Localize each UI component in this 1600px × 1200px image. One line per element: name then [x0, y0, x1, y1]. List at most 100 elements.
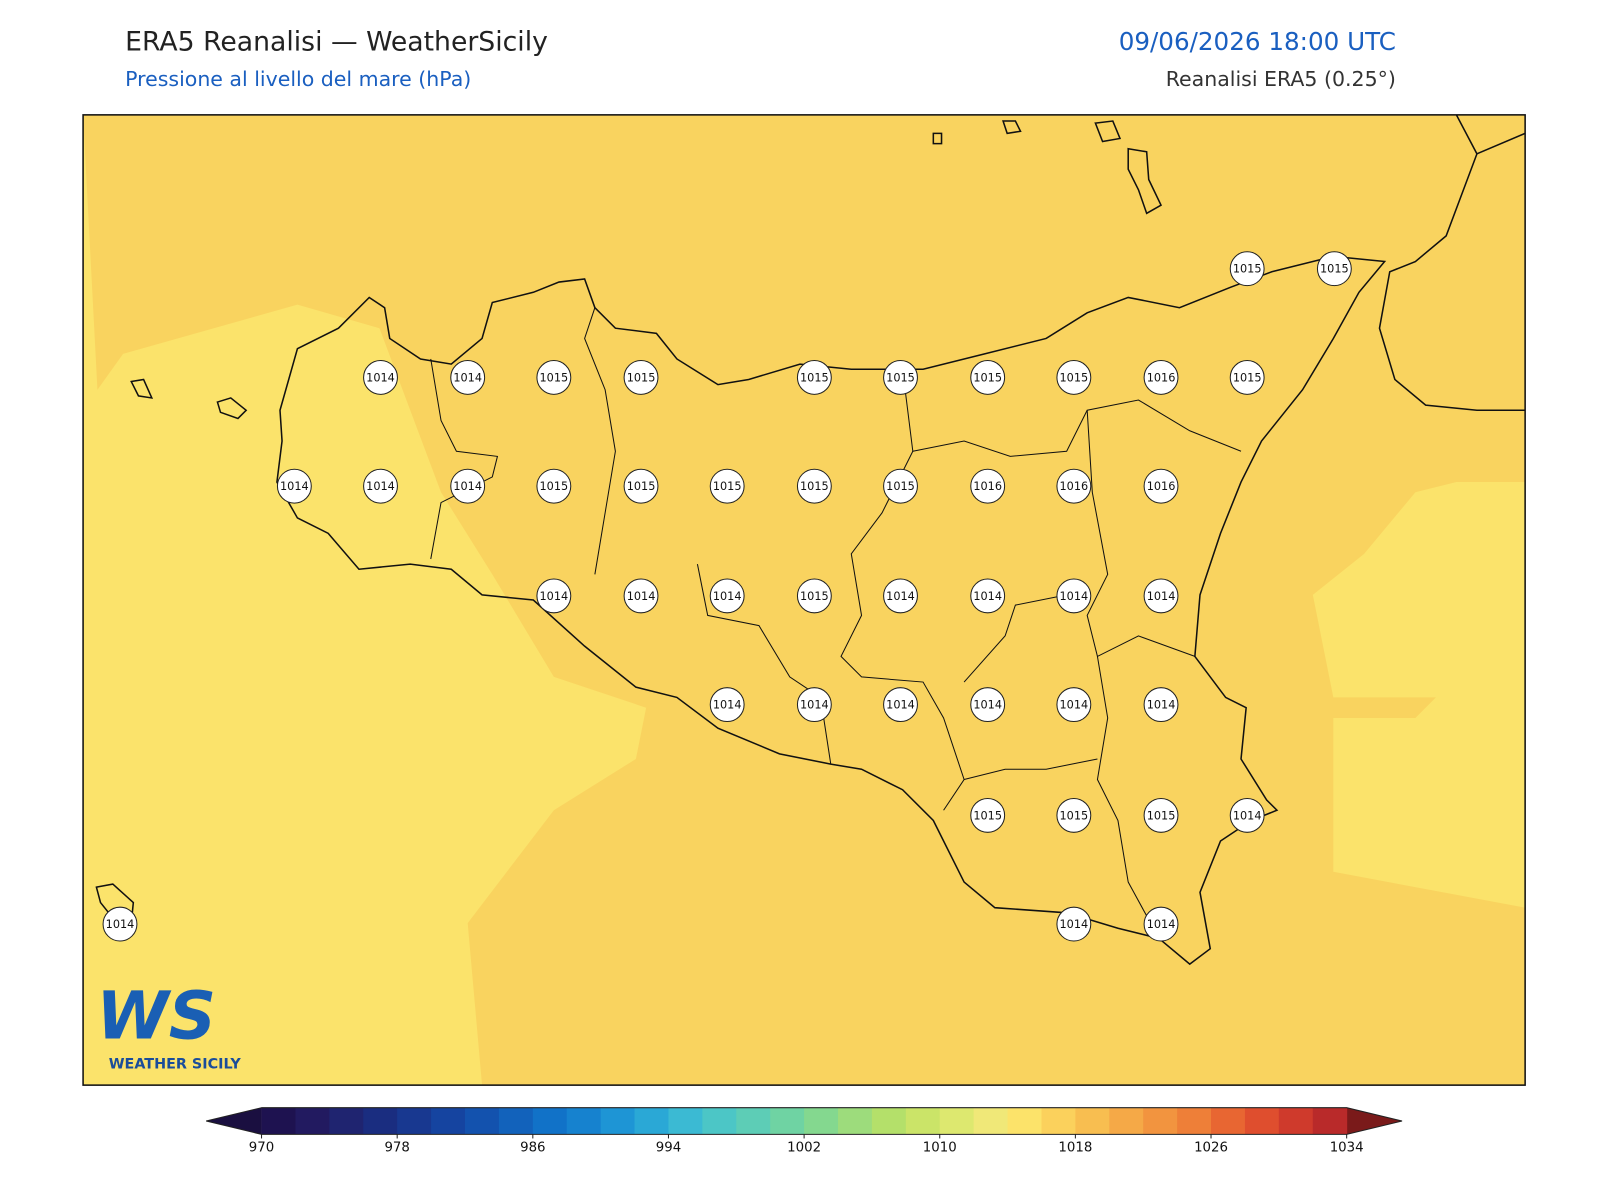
map-frame	[82, 114, 1526, 1086]
colorbar-segment	[465, 1107, 500, 1135]
colorbar-segment	[1278, 1107, 1314, 1135]
colorbar-segment	[295, 1107, 330, 1135]
pressure-band	[1312, 482, 1526, 908]
stations: 1015 1015 1014 1014 1015 1015 1015 1015 1015 1015…	[102, 251, 1352, 942]
station-label: 1016	[1060, 480, 1089, 493]
station-label: 1015	[1233, 263, 1262, 276]
station-marker	[970, 578, 1006, 614]
station-label: 1015	[1060, 371, 1089, 384]
logo-caption: WEATHER SICILY	[109, 1057, 242, 1073]
station-marker	[1056, 906, 1092, 942]
colorbar-tick-label: 994	[656, 1141, 681, 1156]
station-label: 1016	[1147, 371, 1176, 384]
station-label: 1015	[713, 480, 742, 493]
station-label: 1014	[366, 371, 395, 384]
station-marker	[1056, 687, 1092, 723]
station-label: 1014	[973, 590, 1002, 603]
colorbar-segment	[397, 1107, 432, 1135]
colorbar-segment	[1075, 1107, 1110, 1135]
colorbar-tick-label: 978	[384, 1141, 409, 1156]
colorbar-segment	[770, 1107, 805, 1135]
colorbar-segment	[329, 1107, 364, 1135]
logo: WS WEATHER SICILY	[96, 979, 241, 1073]
pressure-band	[83, 114, 647, 1086]
station-label: 1014	[886, 699, 915, 712]
station-label: 1014	[627, 590, 656, 603]
colorbar-segment	[804, 1107, 839, 1135]
station-label: 1016	[1147, 480, 1176, 493]
station-marker	[1316, 251, 1352, 287]
colorbar-segment	[1109, 1107, 1144, 1135]
station-label: 1014	[106, 918, 135, 931]
colorbar-segment	[1211, 1107, 1246, 1135]
station-marker	[1143, 468, 1179, 504]
colorbar-extend	[206, 1107, 262, 1135]
colorbar-tick-label: 1018	[1058, 1141, 1092, 1156]
colorbar-segment	[668, 1107, 703, 1135]
station-marker	[450, 468, 486, 504]
station-label: 1015	[1320, 263, 1349, 276]
colorbar-segment	[1177, 1107, 1212, 1135]
station-label: 1014	[453, 371, 482, 384]
station-label: 1014	[1233, 809, 1262, 822]
station-marker	[363, 360, 398, 395]
colorbar-tick-label: 1010	[923, 1141, 957, 1156]
colorbar-segment	[736, 1107, 771, 1135]
colorbar-segment	[905, 1107, 941, 1135]
station-marker	[970, 687, 1006, 723]
station-marker	[623, 360, 659, 395]
station-label: 1015	[800, 480, 829, 493]
colorbar-segment	[973, 1107, 1009, 1135]
station-marker	[102, 906, 138, 942]
station-label: 1014	[366, 480, 395, 493]
colorbar-segment	[634, 1107, 669, 1135]
colorbar-segment	[871, 1107, 907, 1135]
colorbar-segment	[939, 1107, 975, 1135]
station-label: 1015	[540, 371, 569, 384]
station-marker	[1056, 360, 1092, 395]
colorbar-segment	[1312, 1107, 1348, 1135]
station-marker	[883, 578, 918, 614]
station-label: 1014	[973, 699, 1002, 712]
colorbar-tick-label: 1002	[787, 1141, 821, 1156]
station-marker	[709, 687, 745, 723]
station-marker	[883, 360, 918, 395]
station-marker	[1229, 797, 1265, 833]
station-marker	[363, 468, 398, 504]
station-label: 1014	[1147, 918, 1176, 931]
colorbar-segment	[1007, 1107, 1042, 1135]
station-label: 1014	[713, 699, 742, 712]
station-marker	[1056, 468, 1092, 504]
station-marker	[1056, 578, 1092, 614]
station-marker	[796, 687, 832, 723]
station-marker	[970, 468, 1006, 504]
station-marker	[1229, 360, 1265, 395]
colorbar-segment	[1244, 1107, 1280, 1135]
coastline	[95, 114, 1526, 966]
station-marker	[623, 578, 659, 614]
station-marker	[970, 360, 1006, 395]
station-label: 1014	[280, 480, 309, 493]
colorbar-tick-label: 1034	[1330, 1141, 1364, 1156]
station-label: 1014	[1060, 918, 1089, 931]
colorbar-tick-label: 986	[520, 1141, 545, 1156]
station-marker	[623, 468, 659, 504]
datetime: 09/06/2026 18:00 UTC	[1119, 27, 1396, 56]
colorbar-segment	[702, 1107, 737, 1135]
colorbar-segment	[498, 1107, 534, 1135]
station-label: 1014	[540, 590, 569, 603]
colorbar-tick-label: 1026	[1194, 1141, 1228, 1156]
station-marker	[709, 578, 745, 614]
logo-text: WS	[96, 979, 216, 1055]
station-label: 1014	[453, 480, 482, 493]
station-label: 1014	[886, 590, 915, 603]
station-label: 1015	[1233, 371, 1262, 384]
colorbar-extend	[1346, 1107, 1403, 1135]
station-label: 1016	[973, 480, 1002, 493]
station-marker	[536, 468, 572, 504]
colorbar-segment	[600, 1107, 636, 1135]
station-label: 1014	[1060, 699, 1089, 712]
station-marker	[536, 578, 572, 614]
station-marker	[796, 468, 832, 504]
